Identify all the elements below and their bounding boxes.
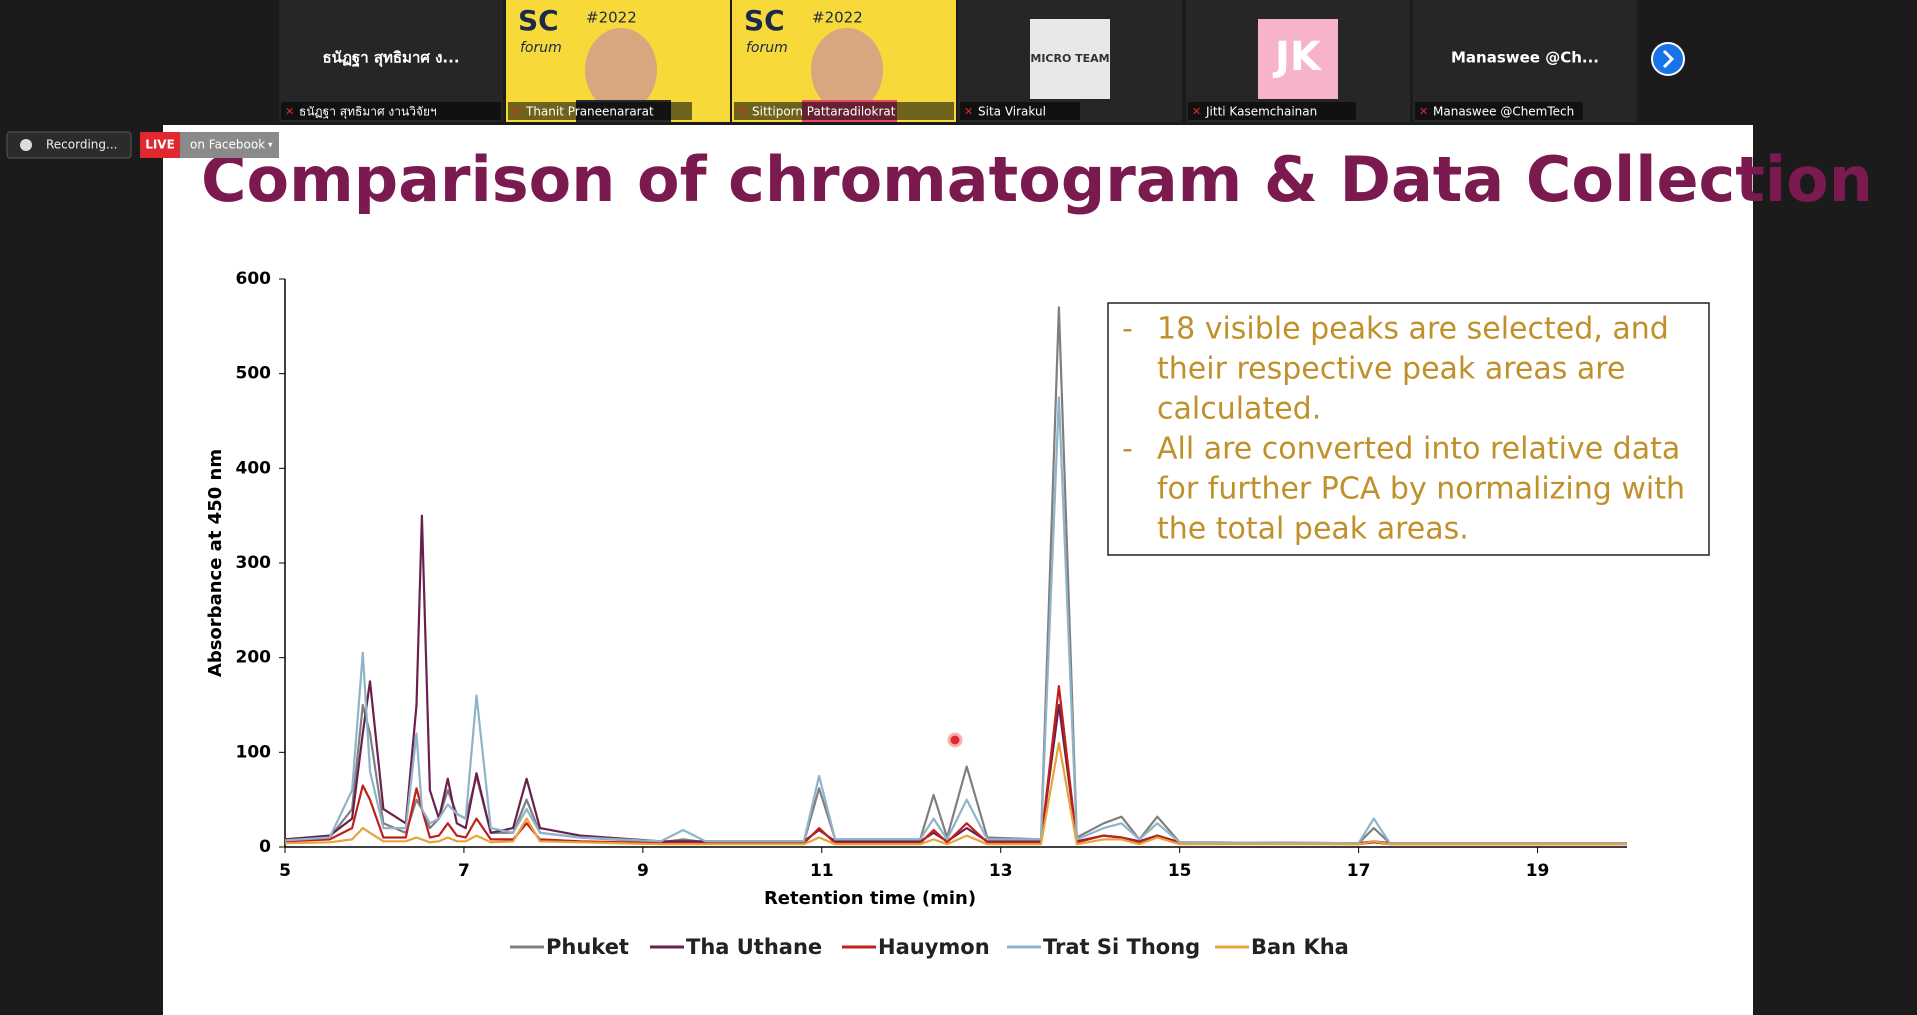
avatar-text: MICRO TEAM xyxy=(1030,52,1109,65)
participant-name: Jitti Kasemchainan xyxy=(1205,105,1317,119)
mute-icon: ✕ xyxy=(285,105,294,118)
series-line xyxy=(284,396,1627,845)
slide xyxy=(163,125,1753,1015)
live-badge[interactable] xyxy=(140,132,180,158)
y-tick-label: 400 xyxy=(236,458,272,478)
logo-sub: forum xyxy=(520,40,562,56)
x-tick-label: 9 xyxy=(637,861,649,881)
live-target[interactable] xyxy=(180,132,279,158)
y-tick-label: 500 xyxy=(236,364,272,384)
series-line xyxy=(284,741,1627,846)
x-tick-label: 17 xyxy=(1347,861,1371,881)
legend-label: Hauymon xyxy=(878,935,990,959)
x-tick-label: 19 xyxy=(1526,861,1550,881)
legend-label: Trat Si Thong xyxy=(1043,935,1200,959)
next-page-button[interactable] xyxy=(1651,42,1685,76)
mute-icon: ✕ xyxy=(1192,105,1201,118)
person xyxy=(585,28,657,112)
mute-icon: ✕ xyxy=(964,105,973,118)
x-tick-label: 11 xyxy=(810,861,834,881)
slide-title: Comparison of chromatogram & Data Collec… xyxy=(201,143,1873,216)
participant-tile[interactable] xyxy=(279,0,503,122)
avatar xyxy=(1030,19,1110,99)
avatar xyxy=(1258,19,1338,99)
name-plate xyxy=(1415,102,1583,120)
legend-label: Ban Kha xyxy=(1251,935,1349,959)
person xyxy=(811,28,883,112)
participant-name: ธนัฏฐา สุทธิมาศ งานวิจัยฯ xyxy=(299,105,437,120)
x-axis-label: Retention time (min) xyxy=(764,888,976,909)
mute-icon: ✕ xyxy=(1419,105,1428,118)
record-icon xyxy=(20,139,32,151)
note-line: for further PCA by normalizing with xyxy=(1157,472,1685,507)
avatar-text: JK xyxy=(1272,34,1323,80)
y-tick-label: 600 xyxy=(236,269,272,289)
x-tick-label: 13 xyxy=(989,861,1013,881)
participant-tile[interactable] xyxy=(1413,0,1637,122)
series-line xyxy=(284,306,1627,845)
logo-tag: #2022 xyxy=(586,9,637,27)
participant-display: Manaswee @Ch... xyxy=(1451,49,1599,67)
bullet: - xyxy=(1122,432,1133,467)
note-line: their respective peak areas are xyxy=(1157,352,1625,387)
participant-name: Manaswee @ChemTech xyxy=(1433,105,1574,119)
mute-icon: ✕ xyxy=(738,105,747,118)
arrow-icon xyxy=(1662,49,1675,69)
logo: SC xyxy=(744,4,785,37)
logo: SC xyxy=(518,4,559,37)
note-line: calculated. xyxy=(1157,392,1321,427)
x-tick-label: 15 xyxy=(1168,861,1192,881)
y-axis-label: Absorbance at 450 nm xyxy=(205,449,226,677)
name-plate xyxy=(281,102,501,120)
recording-label: Recording... xyxy=(46,138,117,152)
y-tick-label: 100 xyxy=(236,742,272,762)
participant-name: Thanit Praneenararat xyxy=(525,105,654,119)
legend-label: Tha Uthane xyxy=(686,935,822,959)
name-plate xyxy=(1188,102,1356,120)
bullet: - xyxy=(1122,312,1133,347)
x-tick-label: 5 xyxy=(279,861,291,881)
note-line: All are converted into relative data xyxy=(1157,432,1680,467)
logo-sub: forum xyxy=(746,40,788,56)
live-label: LIVE xyxy=(145,138,175,152)
name-plate xyxy=(508,102,692,120)
y-tick-label: 200 xyxy=(236,648,272,668)
mute-icon: ✕ xyxy=(512,105,521,118)
participant-name: Sita Virakul xyxy=(978,105,1046,119)
participant-display: ธนัฏฐา สุทธิมาศ ง... xyxy=(322,49,459,68)
note-line: 18 visible peaks are selected, and xyxy=(1157,312,1669,347)
y-tick-label: 300 xyxy=(236,553,272,573)
note-line: the total peak areas. xyxy=(1157,512,1469,547)
dropdown-caret: ▾ xyxy=(268,141,273,151)
legend-label: Phuket xyxy=(546,935,629,959)
logo-tag: #2022 xyxy=(812,9,863,27)
x-tick-label: 7 xyxy=(458,861,470,881)
y-tick-label: 0 xyxy=(259,837,271,857)
recording-badge[interactable] xyxy=(6,131,132,159)
note-box xyxy=(1107,302,1710,556)
name-plate xyxy=(960,102,1080,120)
name-plate xyxy=(734,102,954,120)
laser-pointer xyxy=(947,732,963,748)
live-target-label: on Facebook xyxy=(190,138,265,152)
participant-name: Sittiporn Pattaradilokrat xyxy=(752,105,896,119)
